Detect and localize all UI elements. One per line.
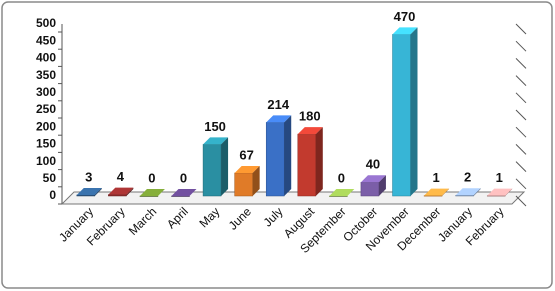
value-label: 4 [117,169,125,184]
bar [455,195,474,197]
value-label: 0 [338,170,345,185]
bar [329,195,348,197]
y-tick-label: 200 [36,119,56,133]
bar-top [392,27,418,35]
tick-mark [515,144,527,155]
bar-side [284,115,292,196]
bar [265,122,285,197]
bar [202,144,222,197]
bar-top [360,175,386,183]
bar [234,172,253,197]
bar-side [94,187,102,196]
bar [392,34,411,197]
bar [76,194,96,197]
tick-mark [515,92,527,104]
bar-top [455,188,481,196]
y-tick-label: 50 [43,171,57,185]
tick-mark [515,75,527,86]
bar [297,133,317,197]
bar-side [505,188,513,196]
value-label: 214 [267,97,289,112]
value-label: 2 [464,170,471,185]
y-tick-label: 350 [36,68,56,82]
y-tick-label: 450 [36,33,56,47]
bar-top [487,188,513,196]
bar [139,195,159,197]
bar-top [329,189,355,196]
bar-top [266,115,292,123]
tick-mark [515,195,527,207]
bar [360,181,380,197]
tick-mark [515,40,527,52]
bar [486,195,506,197]
bar-side [252,165,260,196]
value-label: 67 [239,147,253,162]
bar-side [315,127,323,196]
y-tick-label: 250 [36,102,56,116]
bar-top [139,189,165,196]
bar-side [473,188,481,196]
value-label: 40 [366,157,380,172]
tick-mark [515,109,527,121]
value-label: 1 [496,170,503,185]
tick-mark [515,23,527,35]
y-tick-label: 500 [36,16,56,30]
tick-mark [515,126,527,138]
tick-mark [515,178,527,190]
bar-top [297,127,323,135]
bar-top [108,187,134,195]
bar-top [76,187,102,195]
bar [108,194,127,197]
bar-side [442,188,450,196]
bar-top [203,137,229,145]
bar [423,195,443,197]
y-tick-label: 0 [49,188,56,202]
bar-side [378,175,386,196]
value-label: 3 [85,169,92,184]
value-label: 180 [299,109,321,124]
tick-mark [515,58,527,69]
bar-top [171,189,197,196]
y-tick-label: 400 [36,51,56,65]
value-label: 0 [180,170,187,185]
value-label: 470 [394,9,416,24]
bar-side [221,137,229,196]
tick-mark [515,161,527,172]
y-tick-label: 300 [36,85,56,99]
value-label: 150 [204,119,226,134]
y-tick-label: 100 [36,154,56,168]
bar-top [234,165,260,173]
floor [60,191,526,205]
bar-side [410,27,418,196]
y-tick-label: 150 [36,137,56,151]
value-label: 0 [148,170,155,185]
bar-side [126,187,134,196]
bar-top [424,188,450,196]
bar [171,195,190,197]
value-label: 1 [432,170,439,185]
